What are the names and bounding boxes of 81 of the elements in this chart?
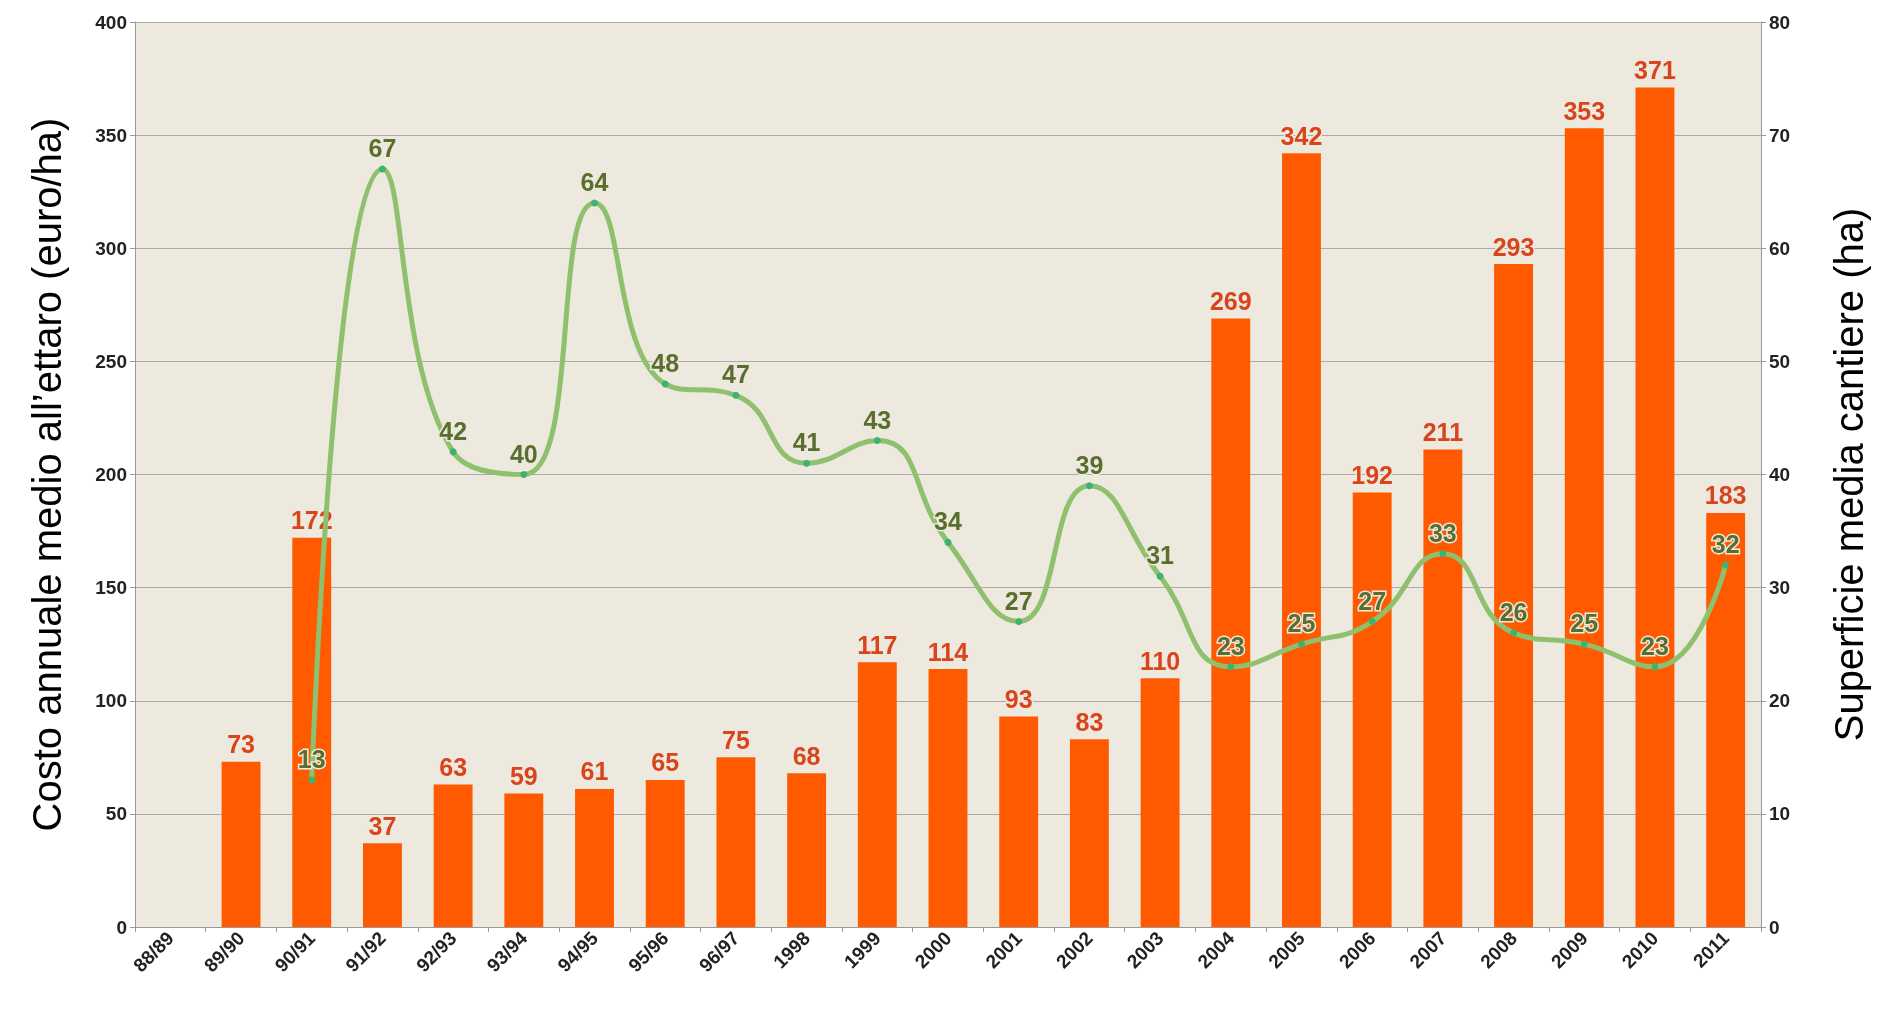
- y2-axis-title: Superficie media cantiere (ha): [1827, 207, 1871, 742]
- data-label: 63: [439, 752, 468, 781]
- data-label: 40: [509, 439, 538, 468]
- y2-tick-label: 50: [1769, 350, 1791, 372]
- bar: [1282, 153, 1321, 927]
- bar: [1352, 492, 1392, 927]
- data-label: 67: [368, 134, 397, 163]
- bar: [1211, 318, 1251, 927]
- data-label: 114: [927, 637, 969, 666]
- y-tick-label: 0: [116, 916, 127, 938]
- y-tick-label: 150: [95, 577, 127, 599]
- data-label: 23: [1216, 631, 1245, 660]
- data-label: 25: [1570, 609, 1599, 638]
- bar: [716, 757, 756, 927]
- data-label: 353: [1563, 96, 1606, 125]
- y2-tick-label: 80: [1769, 11, 1791, 33]
- y-tick-label: 250: [95, 350, 127, 372]
- bar: [433, 784, 473, 927]
- y2-tick-label: 40: [1769, 464, 1791, 485]
- data-label: 27: [1004, 586, 1033, 615]
- data-label: 59: [509, 762, 538, 791]
- bar: [645, 779, 685, 927]
- data-label: 39: [1075, 450, 1104, 479]
- data-label: 37: [368, 811, 397, 840]
- data-label: 33: [1428, 518, 1457, 547]
- data-label: 26: [1499, 597, 1528, 626]
- data-label: 342: [1280, 121, 1323, 150]
- data-label: 48: [651, 349, 680, 377]
- y-tick-label: 50: [105, 803, 127, 825]
- data-label: 32: [1711, 530, 1740, 558]
- bar: [1564, 128, 1604, 927]
- bar: [1706, 512, 1746, 927]
- bar: [504, 793, 544, 927]
- data-label: 41: [792, 428, 821, 457]
- data-label: 31: [1146, 541, 1175, 570]
- data-label: 47: [722, 360, 750, 389]
- bar: [292, 537, 332, 927]
- data-label: 75: [722, 725, 750, 754]
- bar: [1423, 449, 1463, 927]
- data-label: 43: [863, 405, 892, 434]
- y-tick-label: 300: [95, 237, 127, 259]
- data-label: 25: [1287, 609, 1316, 638]
- y-axis-title: Costo annuale medio all’ettaro (euro/ha): [25, 117, 69, 832]
- data-label: 61: [580, 757, 609, 786]
- bar: [1140, 678, 1180, 927]
- data-label: 117: [857, 630, 898, 659]
- bar: [787, 773, 827, 927]
- data-label: 68: [792, 741, 821, 770]
- bar: [928, 669, 968, 927]
- data-label: 269: [1209, 286, 1252, 315]
- data-label: 371: [1634, 56, 1676, 85]
- data-label: 110: [1139, 646, 1181, 675]
- y2-tick-label: 0: [1769, 916, 1780, 938]
- data-label: 211: [1422, 418, 1464, 447]
- y-tick-label: 400: [95, 11, 127, 33]
- y-tick-label: 200: [95, 464, 127, 485]
- bar: [999, 716, 1039, 927]
- bar: [1635, 87, 1675, 927]
- bar: [362, 843, 402, 927]
- y-tick-label: 350: [95, 124, 127, 146]
- bar: [857, 662, 897, 927]
- data-label: 73: [227, 730, 255, 759]
- data-label: 23: [1641, 631, 1669, 660]
- y-tick-label: 100: [95, 690, 127, 712]
- bar: [1494, 264, 1534, 927]
- y2-tick-label: 60: [1769, 237, 1791, 259]
- y2-tick-label: 70: [1769, 124, 1791, 146]
- y2-tick-label: 20: [1769, 690, 1791, 712]
- bar: [221, 761, 261, 927]
- y2-tick-label: 30: [1769, 577, 1791, 599]
- data-label: 64: [580, 168, 609, 196]
- y2-tick-label: 10: [1769, 803, 1791, 825]
- data-label: 93: [1004, 685, 1033, 714]
- data-label: 293: [1492, 232, 1535, 261]
- bar: [1069, 739, 1109, 927]
- data-label: 192: [1351, 461, 1394, 490]
- data-label: 183: [1704, 481, 1747, 510]
- data-label: 83: [1075, 707, 1104, 736]
- data-label: 65: [651, 748, 680, 777]
- data-label: 27: [1358, 586, 1387, 615]
- bar: [575, 788, 614, 927]
